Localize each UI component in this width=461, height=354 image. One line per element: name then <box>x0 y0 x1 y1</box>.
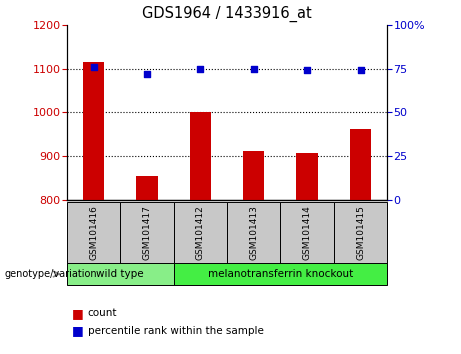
Bar <box>67 263 174 285</box>
Title: GDS1964 / 1433916_at: GDS1964 / 1433916_at <box>142 6 312 22</box>
Point <box>303 68 311 73</box>
Text: ■: ■ <box>71 325 83 337</box>
Point <box>357 68 364 73</box>
Bar <box>67 202 120 264</box>
Point <box>197 66 204 72</box>
Text: percentile rank within the sample: percentile rank within the sample <box>88 326 264 336</box>
Bar <box>350 129 371 200</box>
Text: count: count <box>88 308 117 318</box>
Text: GSM101412: GSM101412 <box>196 205 205 260</box>
Point <box>90 64 97 70</box>
Bar <box>174 263 387 285</box>
Bar <box>136 176 158 200</box>
Bar <box>83 62 104 200</box>
Text: wild type: wild type <box>96 269 144 279</box>
Bar <box>174 202 227 264</box>
Bar <box>189 113 211 200</box>
Text: GSM101413: GSM101413 <box>249 205 258 260</box>
Bar <box>334 202 387 264</box>
Point <box>250 66 257 72</box>
Text: GSM101417: GSM101417 <box>142 205 152 260</box>
Bar <box>120 202 174 264</box>
Text: ■: ■ <box>71 307 83 320</box>
Point <box>143 71 151 77</box>
Text: GSM101415: GSM101415 <box>356 205 365 260</box>
Text: melanotransferrin knockout: melanotransferrin knockout <box>208 269 353 279</box>
Bar <box>296 153 318 200</box>
Bar <box>243 151 265 200</box>
Text: GSM101414: GSM101414 <box>302 205 312 260</box>
Text: genotype/variation: genotype/variation <box>5 269 97 279</box>
Text: GSM101416: GSM101416 <box>89 205 98 260</box>
Bar <box>280 202 334 264</box>
Bar <box>227 202 280 264</box>
